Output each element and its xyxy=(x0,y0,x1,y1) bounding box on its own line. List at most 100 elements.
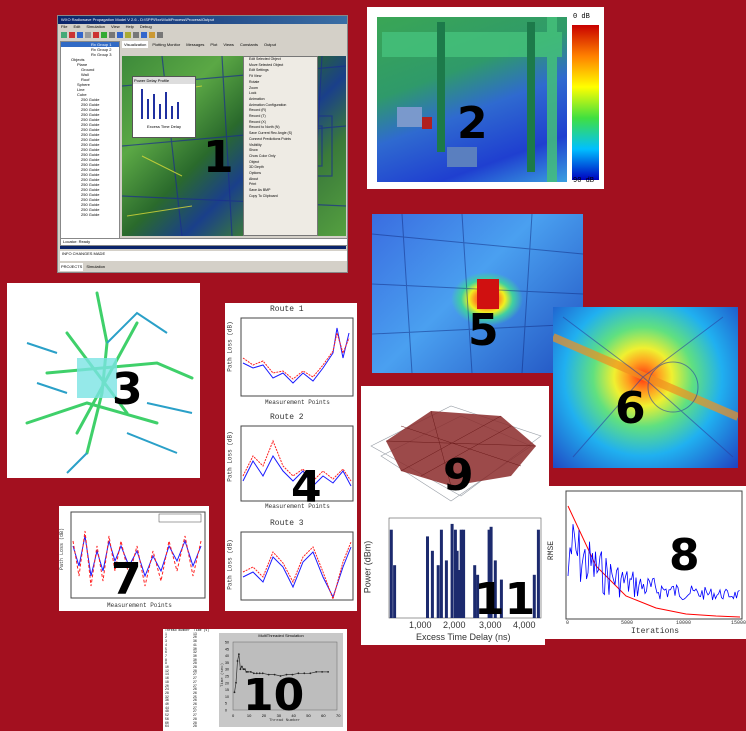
tree-item-guide[interactable]: 250 Guide xyxy=(81,187,100,192)
toolbar-icon[interactable] xyxy=(149,31,155,38)
toolbar-icon[interactable] xyxy=(141,31,147,38)
toolbar-icon[interactable] xyxy=(77,31,83,38)
menu-view[interactable]: View xyxy=(111,24,120,29)
power-delay-popup[interactable]: Power Delay Profile Excess Time Delay xyxy=(132,76,196,138)
tab-views[interactable]: Views xyxy=(223,42,234,47)
tree-item[interactable]: Roof xyxy=(81,77,90,82)
context-menu-item[interactable]: Save Current Rec Angle (S) xyxy=(249,131,293,136)
tab-plotting[interactable]: Plotting Monitor xyxy=(152,42,181,47)
map-viewport[interactable]: Power Delay Profile Excess Time Delay Ed… xyxy=(122,56,346,236)
panel-2-indoor-coverage: 0 dB 90 dB 2 xyxy=(367,7,604,189)
toolbar-icon[interactable] xyxy=(133,31,139,38)
tree-item-guide[interactable]: 250 Guide xyxy=(81,192,100,197)
tree-item-guide[interactable]: 250 Guide xyxy=(81,197,100,202)
context-menu-item[interactable]: Visibility xyxy=(249,142,262,147)
context-menu-item[interactable]: Animation Configuration xyxy=(249,102,287,107)
tree-item[interactable]: Rx Group 2 xyxy=(91,47,112,52)
tree-item-guide[interactable]: 250 Guide xyxy=(81,102,100,107)
tree-item-guide[interactable]: 250 Guide xyxy=(81,127,100,132)
tree-item-guide[interactable]: 250 Guide xyxy=(81,97,100,102)
tree-item-guide[interactable]: 250 Guide xyxy=(81,212,100,217)
table-cell: 24 xyxy=(165,687,169,692)
context-menu-item[interactable]: Print xyxy=(249,182,257,187)
tree-item-guide[interactable]: 250 Guide xyxy=(81,157,100,162)
tab-messages[interactable]: Messages xyxy=(186,42,205,47)
tab-projects[interactable]: PROJECTS xyxy=(60,263,84,271)
tree-item[interactable]: Wall xyxy=(81,72,89,77)
tree-item[interactable]: Rx Group 3 xyxy=(91,52,112,57)
tree-item-guide[interactable]: 250 Guide xyxy=(81,147,100,152)
tree-item-guide[interactable]: 250 Guide xyxy=(81,202,100,207)
tab-visualization[interactable]: Visualization xyxy=(122,41,149,48)
context-menu-item[interactable]: Record to North (N) xyxy=(249,125,280,130)
context-menu-item[interactable]: Fit View xyxy=(249,74,262,79)
tree-item-guide[interactable]: 250 Guide xyxy=(81,122,100,127)
menu-debug[interactable]: Debug xyxy=(139,24,152,29)
table-cell: 28 xyxy=(193,724,197,729)
power-delay-bars xyxy=(141,89,179,119)
panel-5-heatmap: 5 xyxy=(372,214,583,373)
table-cell: 27 xyxy=(193,679,197,684)
tree-item-guide[interactable]: 250 Guide xyxy=(81,107,100,112)
context-menu-item[interactable]: Edit Settings xyxy=(249,68,269,73)
indoor-scene xyxy=(377,17,567,182)
menu-file[interactable]: File xyxy=(61,24,68,29)
tree-item-guide[interactable]: 250 Guide xyxy=(81,117,100,122)
tree-item[interactable]: Cube xyxy=(77,92,87,97)
context-menu-item[interactable]: Animation xyxy=(249,96,265,101)
toolbar-icon[interactable] xyxy=(69,31,75,38)
toolbar-icon[interactable] xyxy=(157,31,163,38)
tree-item[interactable]: Ground xyxy=(81,67,95,72)
context-menu-item[interactable]: 3D Depth xyxy=(249,165,264,170)
tree-item-guide[interactable]: 250 Guide xyxy=(81,142,100,147)
menu-edit[interactable]: Edit xyxy=(73,24,81,29)
toolbar-icon[interactable] xyxy=(101,31,107,38)
menu-simulation[interactable]: Simulation xyxy=(86,24,106,29)
context-menu-item[interactable]: Zoom xyxy=(249,85,258,90)
tree-item[interactable]: Line xyxy=(77,87,85,92)
context-menu-item[interactable]: Edit Selected Object xyxy=(249,57,281,61)
tab-constants[interactable]: Constants xyxy=(239,42,258,47)
tree-item[interactable]: Plane xyxy=(77,62,88,67)
menu-help[interactable]: Help xyxy=(125,24,134,29)
tree-item-guide[interactable]: 250 Guide xyxy=(81,182,100,187)
context-menu-item[interactable]: Record (R) xyxy=(249,108,267,113)
table-cell: 5 xyxy=(165,646,167,651)
context-menu-item[interactable]: Move Selected Object xyxy=(249,62,284,67)
context-menu-item[interactable]: Connect Predictions Points xyxy=(249,136,292,141)
toolbar-icon[interactable] xyxy=(93,31,99,38)
tree-item-guide[interactable]: 250 Guide xyxy=(81,152,100,157)
tree-item-guide[interactable]: 250 Guide xyxy=(81,172,100,177)
tree-item[interactable]: Sphere xyxy=(77,82,90,87)
tree-item-guide[interactable]: 250 Guide xyxy=(81,137,100,142)
tree-item-guide[interactable]: 250 Guide xyxy=(81,167,100,172)
context-menu-item[interactable]: Copy To Clipboard xyxy=(249,193,278,198)
context-menu-item[interactable]: Save As BMP xyxy=(249,188,271,193)
tree-item[interactable]: Objects xyxy=(71,57,85,62)
tab-output[interactable]: Output xyxy=(263,42,276,47)
context-menu-item[interactable]: Lock xyxy=(249,91,257,96)
tree-item-guide[interactable]: 250 Guide xyxy=(81,112,100,117)
context-menu-item[interactable]: Show xyxy=(249,148,258,153)
context-menu-item[interactable]: Record (X) xyxy=(249,119,266,124)
toolbar-icon[interactable] xyxy=(85,31,91,38)
y-tick-label: 5 xyxy=(225,702,227,706)
context-menu-item[interactable]: About xyxy=(249,176,259,181)
context-menu-item[interactable]: Rotate xyxy=(249,79,260,84)
tree-item-guide[interactable]: 250 Guide xyxy=(81,207,100,212)
tree-item-guide[interactable]: 250 Guide xyxy=(81,177,100,182)
context-menu-item[interactable]: Record (T) xyxy=(249,114,266,119)
tree-item-guide[interactable]: 250 Guide xyxy=(81,132,100,137)
toolbar-icon[interactable] xyxy=(117,31,123,38)
tab-plot[interactable]: Plot xyxy=(210,42,218,47)
toolbar-icon[interactable] xyxy=(109,31,115,38)
context-menu-item[interactable]: Options xyxy=(249,171,262,176)
toolbar-icon[interactable] xyxy=(125,31,131,38)
toolbar-icon[interactable] xyxy=(61,31,67,38)
tab-simulation[interactable]: Simulation xyxy=(86,264,106,269)
bar xyxy=(426,536,429,618)
tree-item-guide[interactable]: 250 Guide xyxy=(81,162,100,167)
context-menu-item[interactable]: Chow Color Only xyxy=(249,153,276,158)
tree-item[interactable]: Rx Group 1 xyxy=(61,42,119,47)
context-menu-item[interactable]: Object xyxy=(249,159,260,164)
